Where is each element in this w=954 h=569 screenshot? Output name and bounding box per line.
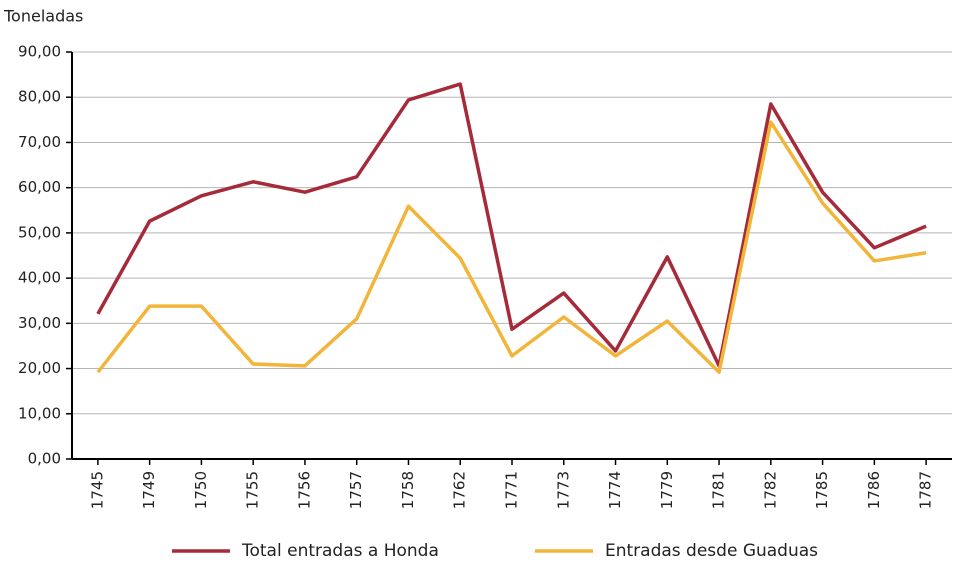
x-tick-label: 1758 [399,471,417,509]
x-tick-label: 1779 [658,471,676,509]
x-tick-label: 1781 [710,471,728,509]
x-tick-label: 1745 [88,471,106,509]
y-tick-label: 50,00 [18,223,61,241]
x-tick-label: 1787 [917,471,935,509]
x-tick-label: 1785 [813,471,831,509]
y-tick-label: 70,00 [18,133,61,151]
x-tick-label: 1757 [347,471,365,509]
y-tick-label: 90,00 [18,43,61,61]
x-tick-label: 1755 [244,471,262,509]
x-tick-label: 1773 [554,471,572,509]
y-axis-label: Toneladas [3,7,83,26]
x-tick-label: 1782 [761,471,779,509]
legend-label: Total entradas a Honda [241,541,439,561]
x-tick-label: 1774 [606,471,624,509]
y-tick-label: 80,00 [18,88,61,106]
series-line [96,120,927,374]
legend-label: Entradas desde Guaduas [605,541,818,561]
x-tick-label: 1771 [503,471,521,509]
y-tick-label: 30,00 [18,314,61,332]
x-tick-label: 1749 [140,471,158,509]
y-tick-label: 0,00 [28,450,61,468]
y-tick-label: 40,00 [18,269,61,287]
y-tick-label: 10,00 [18,404,61,422]
series-line [96,82,927,368]
x-tick-label: 1762 [451,471,469,509]
y-tick-label: 60,00 [18,178,61,196]
y-tick-label: 20,00 [18,359,61,377]
x-tick-label: 1786 [865,471,883,509]
x-tick-label: 1756 [295,471,313,509]
x-tick-label: 1750 [192,471,210,509]
